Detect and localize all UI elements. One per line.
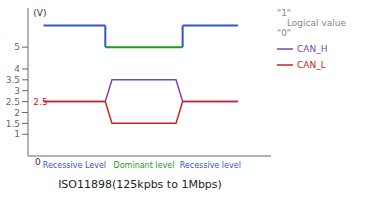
svg-text:3.5: 3.5 — [8, 75, 20, 85]
html-text:CAN_H: CAN_H — [297, 44, 328, 54]
svg-text:1: 1 — [14, 129, 20, 139]
svg-text:(V): (V) — [33, 8, 46, 18]
svg-text:4: 4 — [14, 64, 20, 74]
html-text:"0": "0" — [277, 28, 291, 38]
html-text:"1": "1" — [277, 8, 291, 18]
html-text:Logical value: Logical value — [287, 18, 346, 28]
svg-text:2: 2 — [14, 108, 20, 118]
svg-text:Recessive Level: Recessive Level — [43, 161, 106, 170]
html-text:CAN_L: CAN_L — [297, 60, 326, 70]
svg-text:2.5: 2.5 — [33, 97, 47, 107]
svg-text:1.5: 1.5 — [8, 119, 20, 129]
svg-text:5: 5 — [14, 42, 20, 52]
svg-text:Dominant level: Dominant level — [114, 161, 175, 170]
svg-text:Recessive level: Recessive level — [180, 161, 241, 170]
svg-text:3: 3 — [14, 86, 20, 96]
html-text:ISO11898(125kpbs to 1Mbps): ISO11898(125kpbs to 1Mbps) — [58, 178, 222, 191]
svg-text:2.5: 2.5 — [8, 97, 20, 107]
svg-text:0: 0 — [35, 157, 41, 167]
